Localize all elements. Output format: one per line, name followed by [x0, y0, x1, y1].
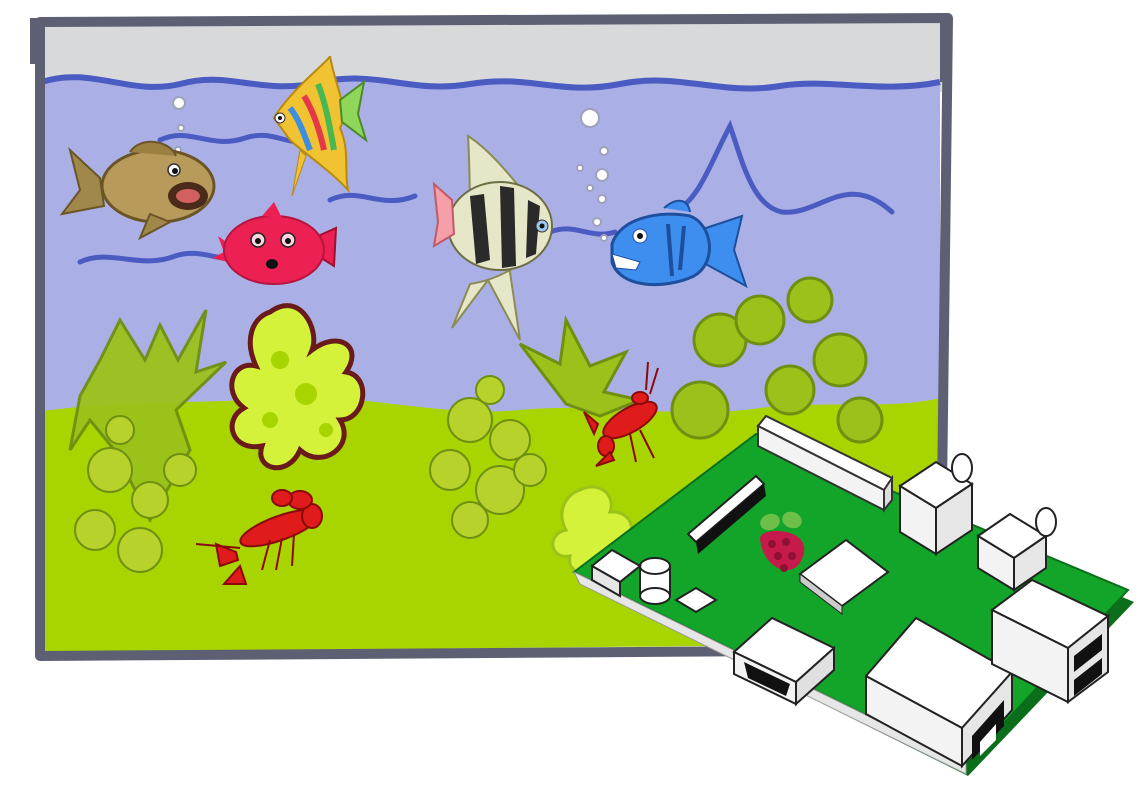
bubble	[580, 108, 600, 128]
bubble	[177, 124, 185, 132]
rainbow-angelfish	[272, 55, 368, 197]
seaweed-center	[429, 375, 547, 539]
bubble	[172, 96, 186, 110]
seaweed-right	[670, 276, 884, 444]
seaweed-left	[68, 309, 228, 524]
bubble	[600, 234, 608, 242]
bubble	[592, 217, 602, 227]
micro-usb-port	[590, 548, 642, 598]
tank-air-gap	[42, 18, 948, 96]
piranha	[610, 199, 748, 289]
seaweed-curl-left	[74, 415, 197, 573]
bubble	[597, 194, 607, 204]
audio-jack	[976, 507, 1057, 592]
rca-jack	[898, 453, 974, 556]
soc-chip	[798, 538, 890, 616]
hdmi-port	[732, 616, 836, 707]
usb-ports	[990, 578, 1110, 704]
bubble	[595, 168, 609, 182]
crayfish	[583, 361, 659, 467]
coral-center-left-holes	[262, 351, 333, 437]
goby-fish	[59, 140, 216, 241]
bubble	[586, 184, 594, 192]
seaweed-arrow-center	[518, 315, 646, 418]
pufferfish	[212, 202, 338, 285]
bubble	[599, 146, 609, 156]
ribbon-connector	[686, 474, 766, 554]
gpio-header	[756, 414, 894, 513]
bubble	[576, 164, 584, 172]
small-chip	[674, 586, 718, 614]
raspberry-pi-board	[572, 414, 1134, 776]
bubbles	[172, 96, 609, 242]
seaweed-group	[68, 276, 884, 575]
raspberry-logo	[760, 511, 805, 572]
lobster	[195, 489, 323, 585]
capacitor	[639, 557, 671, 605]
water-surface-wave	[41, 74, 941, 92]
striped-angelfish	[432, 134, 553, 341]
